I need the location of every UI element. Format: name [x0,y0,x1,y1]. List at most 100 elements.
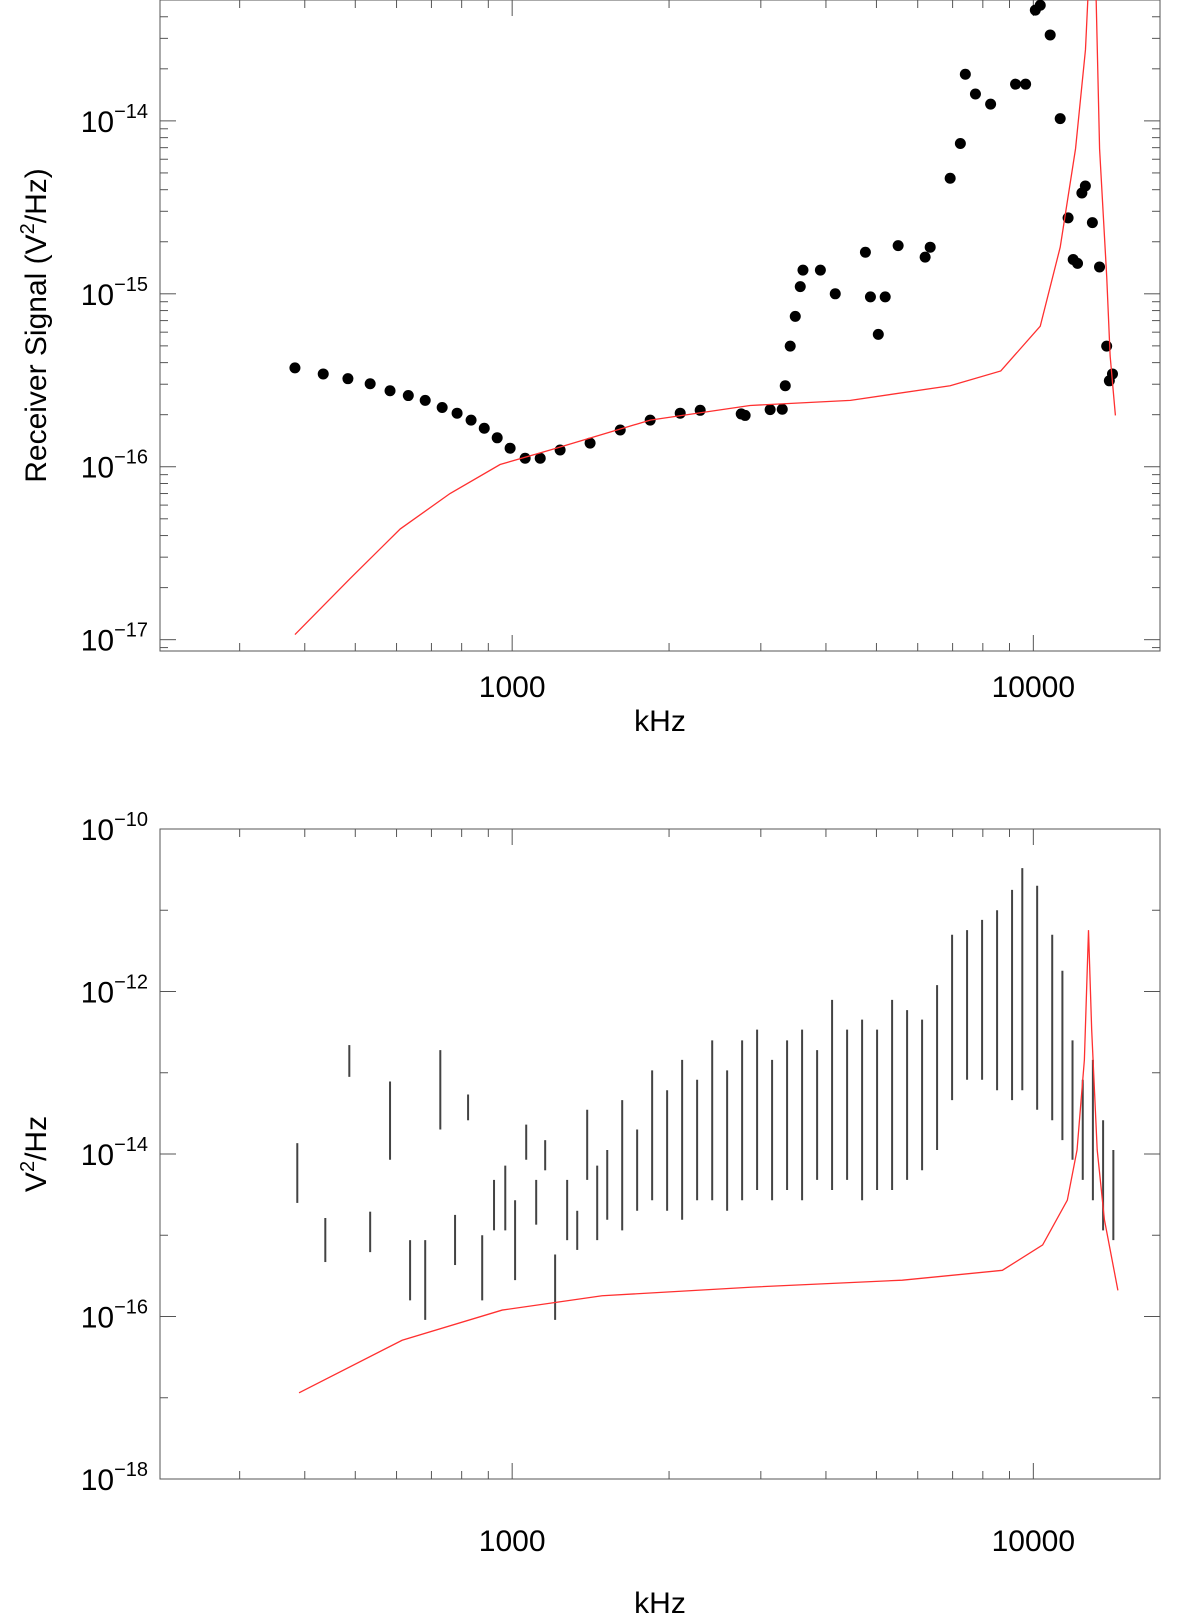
y-axis-label-part: V [20,1172,53,1192]
y-tick-exponent: −15 [114,274,148,296]
y-tick-base: 10 [81,106,114,139]
y-tick-label: 10−15 [81,274,148,312]
data-point [1079,180,1091,192]
data-point [944,172,956,184]
x-axis-label: kHz [634,1587,686,1620]
data-point [1010,78,1022,90]
data-point [504,442,516,454]
data-point [1020,78,1032,90]
y-tick-label: 10−10 [81,809,148,847]
data-point [1106,368,1118,380]
data-point [739,409,751,421]
y-tick-label: 10−18 [81,1459,148,1497]
curve [294,0,1117,636]
data-point [584,437,596,449]
data-point [1034,0,1046,11]
data-point [959,68,971,80]
data-point [985,98,997,110]
x-tick-label: 1000 [479,671,546,704]
data-point [776,403,788,415]
data-point [779,380,791,392]
data-point [534,452,546,464]
data-point [694,404,706,416]
data-point [419,394,431,406]
data-point [892,240,904,252]
data-point [919,251,931,263]
y-tick-exponent: −10 [114,809,148,831]
data-point [478,422,490,434]
y-tick-label: 10−16 [81,1297,148,1335]
y-tick-exponent: −17 [114,620,148,642]
data-point [674,407,686,419]
data-point [764,404,776,416]
data-point [614,424,626,436]
y-tick-base: 10 [81,279,114,312]
y-tick-base: 10 [81,625,114,658]
data-point [794,281,806,293]
data-point [519,452,531,464]
data-point [451,407,463,419]
y-tick-exponent: −14 [114,101,148,123]
data-point [924,241,936,253]
y-tick-base: 10 [81,1464,114,1497]
data-point [969,88,981,100]
x-axis-label: kHz [634,705,686,738]
data-point [1086,217,1098,229]
data-point [859,246,871,258]
data-point [342,373,354,385]
data-point [797,264,809,276]
y-axis-label: V2/Hz [17,1116,53,1192]
y-axis-label-part: /Hz [20,1116,53,1161]
data-point [465,414,477,426]
y-tick-label: 10−12 [81,972,148,1010]
data-point [491,432,503,444]
data-point [436,402,448,414]
y-tick-base: 10 [81,814,114,847]
data-point [954,137,966,149]
y-tick-exponent: −16 [114,447,148,469]
data-point [384,385,396,397]
data-point [1054,113,1066,125]
data-point [1072,257,1084,269]
y-axis-label-sup: 2 [17,1161,39,1172]
y-tick-label: 10−14 [81,1134,148,1172]
data-point [872,328,884,340]
y-tick-exponent: −12 [114,972,148,994]
data-point [864,291,876,303]
data-point [814,264,826,276]
data-point [317,368,329,380]
y-tick-base: 10 [81,1139,114,1172]
data-point [829,288,841,300]
data-point [364,378,376,390]
y-tick-base: 10 [81,1302,114,1335]
data-point [1094,261,1106,273]
y-axis-label-sup: 2 [17,223,39,234]
x-tick-label: 10000 [992,1525,1075,1558]
data-point [879,291,891,303]
y-tick-base: 10 [81,452,114,485]
curve [298,930,1119,1394]
data-point [1044,29,1056,41]
data-point [402,390,414,402]
x-tick-label: 10000 [992,671,1075,704]
y-tick-base: 10 [81,977,114,1010]
data-point [289,362,301,374]
plot-area [289,0,1118,636]
y-axis-label-part: Receiver Signal (V [20,234,53,482]
data-point [784,340,796,352]
y-axis-label-part: /Hz) [20,168,53,223]
plot-frame [159,0,1161,652]
y-tick-exponent: −14 [114,1134,148,1156]
y-tick-label: 10−16 [81,447,148,485]
y-tick-label: 10−14 [81,101,148,139]
y-tick-exponent: −16 [114,1297,148,1319]
x-tick-label: 1000 [479,1525,546,1558]
y-tick-exponent: −18 [114,1459,148,1481]
plot-frame [159,828,1161,1480]
y-axis-label: Receiver Signal (V2/Hz) [17,168,53,483]
plot-area [296,868,1119,1394]
y-tick-label: 10−17 [81,620,148,658]
data-point [789,310,801,322]
